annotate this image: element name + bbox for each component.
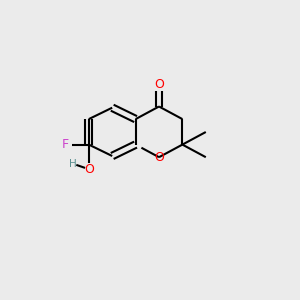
Text: O: O (154, 151, 164, 164)
Text: O: O (154, 77, 164, 91)
Text: H: H (69, 159, 77, 169)
Text: O: O (84, 163, 94, 176)
Text: F: F (62, 138, 69, 151)
